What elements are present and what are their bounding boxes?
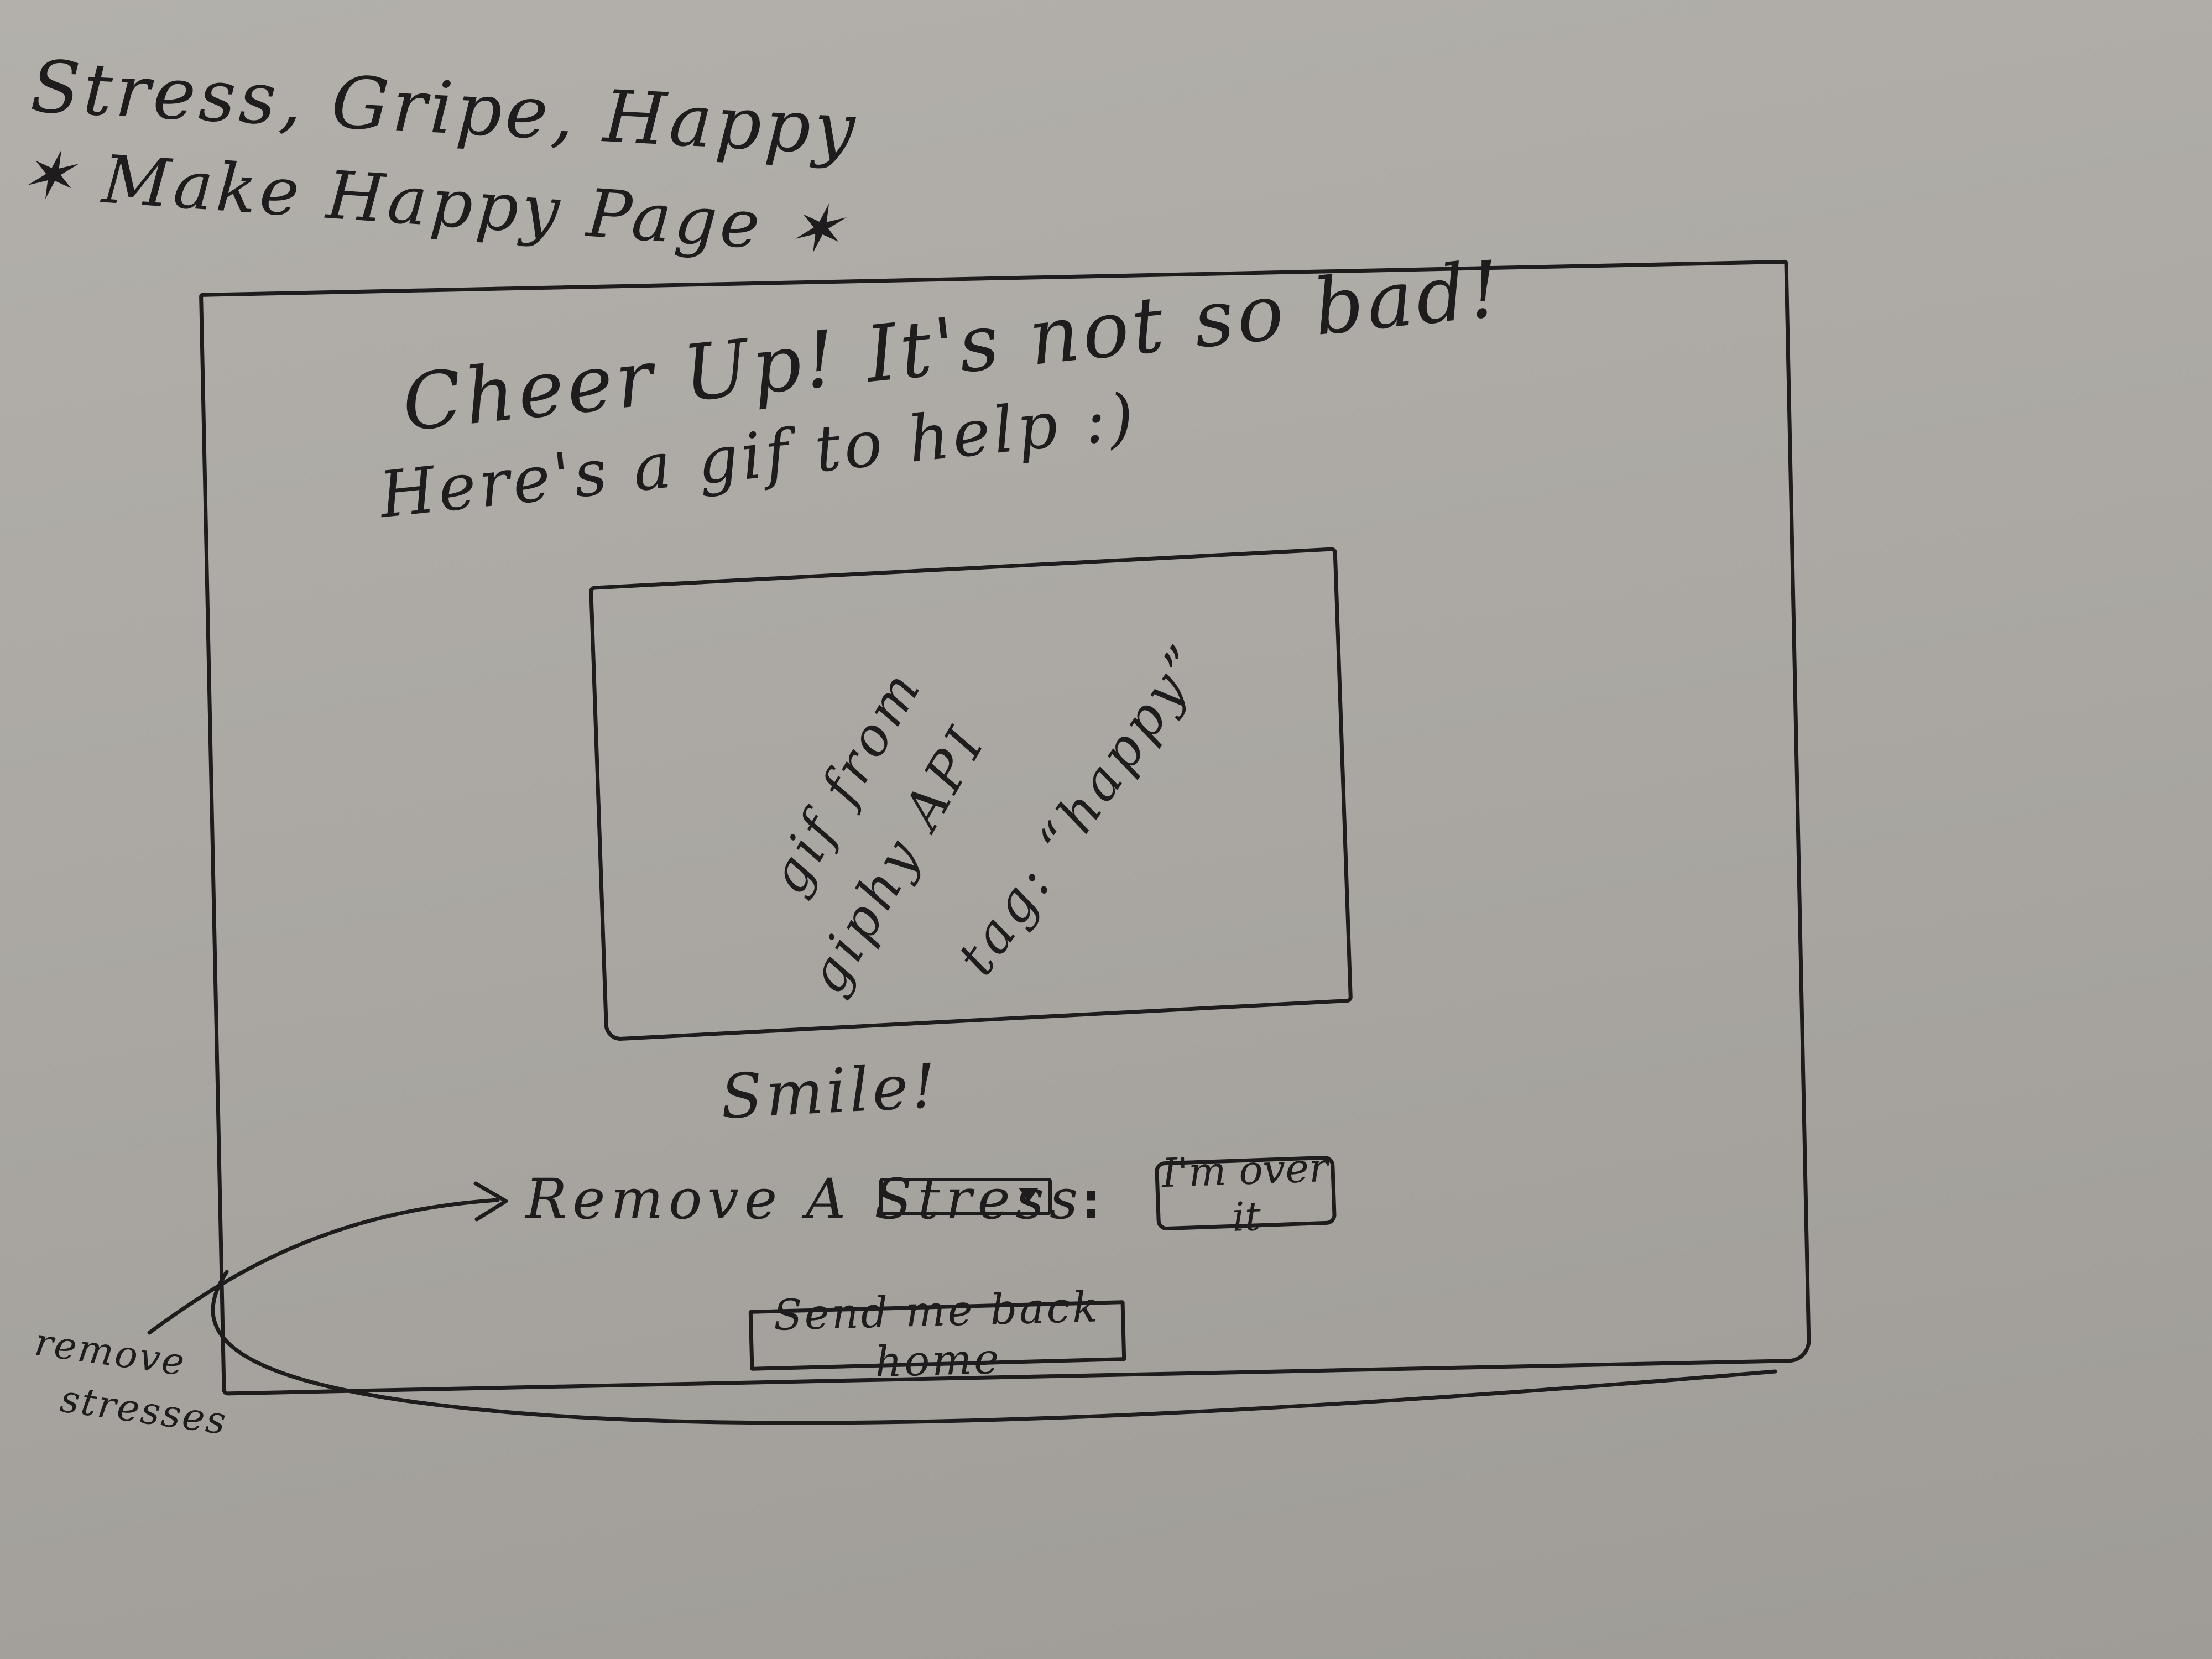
chevron-down-icon [1019,1188,1039,1202]
stress-dropdown[interactable] [879,1178,1052,1215]
margin-annotation: remove stresses [24,1316,238,1448]
im-over-it-button[interactable]: I'm over it [1154,1144,1337,1240]
send-me-home-button[interactable]: Send me back home [748,1282,1126,1386]
separator: : [1081,1172,1101,1230]
remove-stress-label: Remove A Stress [525,1167,1084,1232]
gif-caption: Smile! [719,1050,941,1133]
